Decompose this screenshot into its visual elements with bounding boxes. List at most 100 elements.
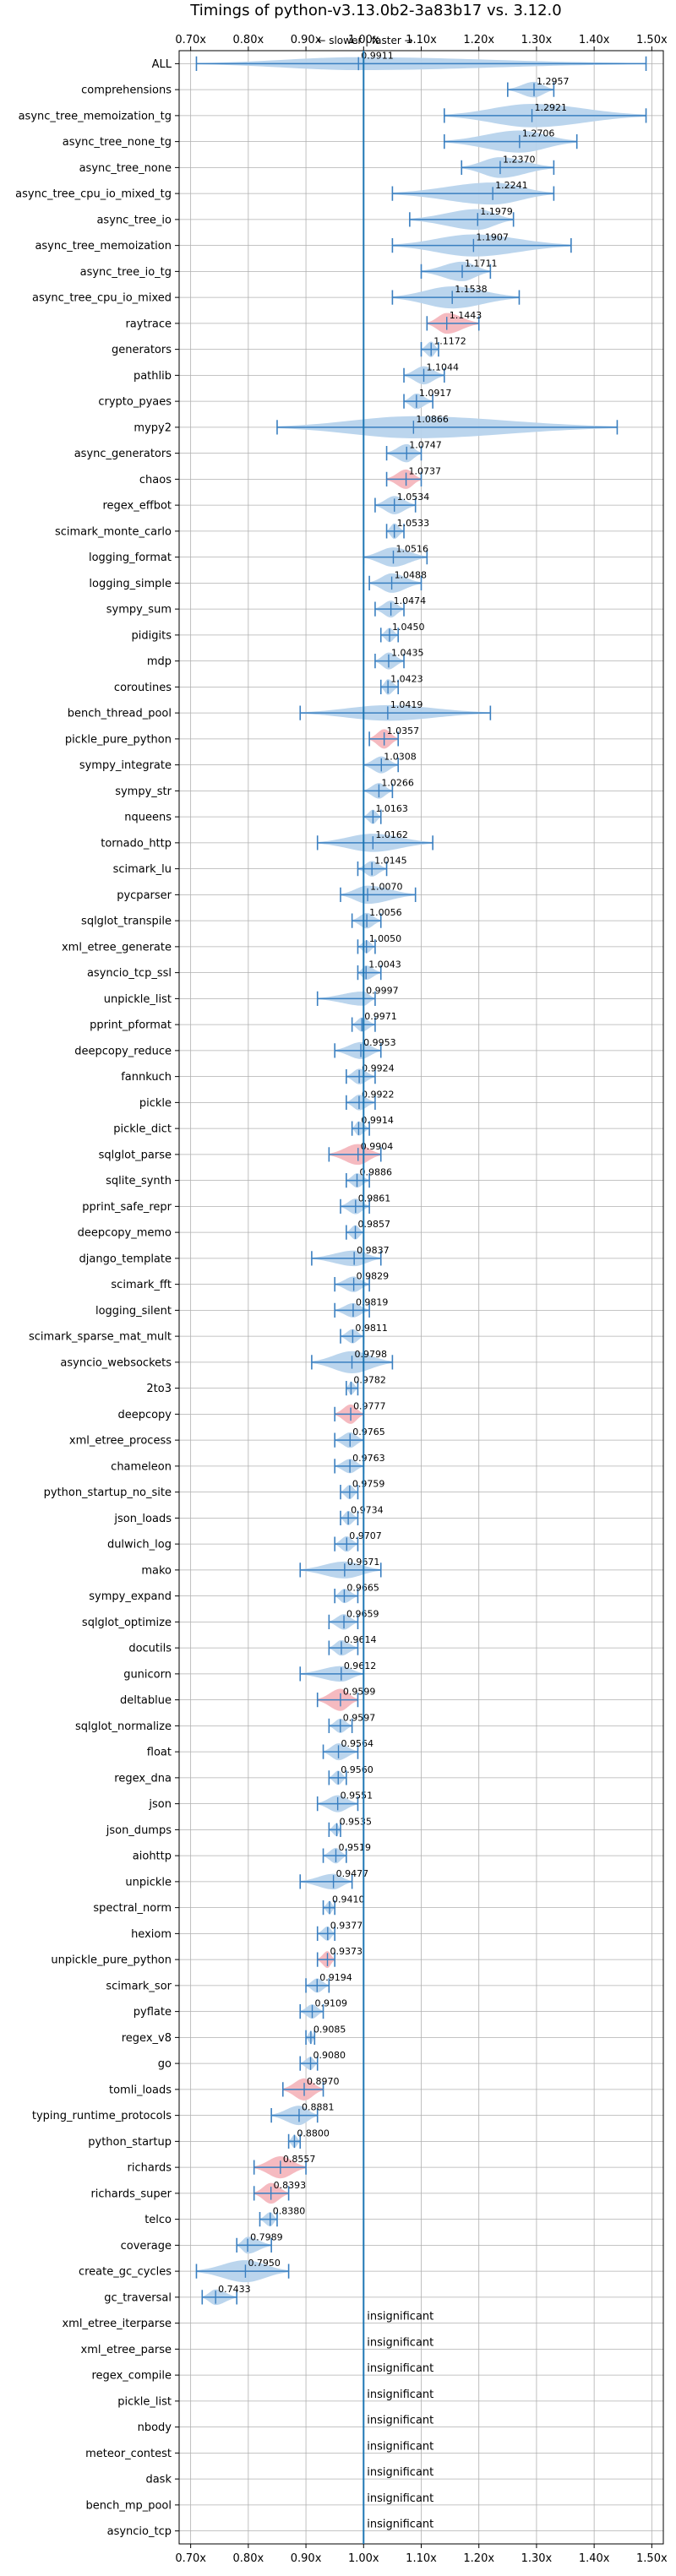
value-label: 0.9759 [352, 1479, 385, 1490]
violin-mark [346, 1095, 376, 1111]
value-label: 0.9861 [358, 1193, 391, 1204]
y-tick-label: dask [145, 2474, 172, 2486]
value-label: 0.9837 [357, 1245, 390, 1256]
y-tick-label: generators [112, 344, 172, 356]
value-label: 0.9564 [341, 1738, 374, 1749]
chart-title: Timings of python-v3.13.0b2-3a83b17 vs. … [189, 2, 561, 19]
value-label: 0.9560 [341, 1764, 373, 1775]
value-label: 0.9922 [362, 1089, 395, 1100]
x-tick-label-bottom: 1.10x [406, 2552, 437, 2565]
value-label: 0.8380 [273, 2206, 306, 2217]
value-label: 0.9707 [349, 1530, 382, 1541]
violin-mark [363, 809, 382, 824]
y-tick-label: logging_silent [95, 1305, 172, 1318]
y-tick-label: asyncio_websockets [60, 1356, 172, 1369]
value-label: 0.9763 [352, 1453, 385, 1464]
violin-mark [316, 1951, 335, 1969]
violin-mark [385, 443, 422, 463]
value-label: 1.0419 [390, 699, 423, 710]
violin-mark [316, 1926, 335, 1941]
violin-mark [253, 2156, 307, 2179]
x-tick-label-top: 0.80x [233, 34, 264, 46]
violin-mark [322, 1743, 359, 1761]
violin-mark [391, 286, 521, 309]
x-tick-label-top: 1.10x [406, 34, 437, 46]
x-tick-label-bottom: 1.30x [521, 2552, 553, 2565]
value-label: 1.0423 [390, 673, 423, 684]
value-label: 0.9597 [343, 1712, 376, 1723]
violin-mark [379, 628, 400, 643]
y-tick-label: deepcopy [117, 1409, 172, 1421]
y-tick-label: regex_dna [114, 1772, 172, 1785]
insignificant-label: insignificant [367, 2519, 433, 2531]
violin-mark [409, 209, 515, 231]
value-label: 0.9734 [351, 1504, 384, 1515]
violin-mark [340, 1198, 370, 1215]
y-tick-label: dulwich_log [107, 1539, 172, 1552]
x-tick-label-top: 0.70x [175, 34, 206, 46]
direction-note: ← slower | faster → [317, 35, 412, 46]
y-tick-label: regex_compile [91, 2370, 172, 2383]
value-label: 0.9612 [344, 1660, 377, 1671]
y-tick-label: sqlglot_optimize [82, 1617, 172, 1629]
value-label: 0.8881 [302, 2102, 335, 2113]
value-label: 0.9377 [330, 1920, 363, 1931]
y-tick-label: typing_runtime_protocols [32, 2110, 172, 2122]
y-tick-label: nbody [138, 2421, 172, 2434]
value-label: 1.1044 [427, 361, 460, 372]
y-tick-label: json [148, 1798, 172, 1811]
y-tick-label: sqlglot_normalize [75, 1720, 172, 1733]
value-label: 0.9953 [363, 1037, 396, 1048]
y-tick-label: xml_etree_process [69, 1435, 172, 1448]
y-tick-label: richards [128, 2162, 172, 2175]
x-tick-label-top: 1.20x [463, 34, 494, 46]
value-label: 1.0474 [394, 595, 427, 606]
value-label: 0.9971 [364, 1011, 397, 1022]
y-tick-label: async_tree_memoization_tg [19, 110, 172, 122]
value-label: 0.9477 [336, 1868, 369, 1879]
value-label: 0.9782 [353, 1375, 386, 1386]
value-label: 1.0737 [409, 465, 442, 476]
value-label: 0.9535 [340, 1816, 373, 1827]
value-label: 0.9194 [319, 1972, 352, 1983]
y-tick-label: regex_effbot [102, 500, 172, 513]
violin-mark [259, 2212, 278, 2227]
value-label: 0.8970 [307, 2076, 340, 2087]
violin-mark [299, 1561, 382, 1579]
y-tick-label: bench_thread_pool [68, 708, 172, 720]
value-label: 1.0145 [374, 856, 407, 867]
value-label: 0.8800 [297, 2128, 330, 2139]
y-tick-label: tornado_http [101, 837, 172, 850]
violin-mark [346, 1381, 359, 1396]
value-label: 0.9519 [338, 1842, 371, 1853]
y-tick-label: async_tree_cpu_io_mixed [32, 292, 172, 305]
value-label: 1.0516 [395, 544, 428, 555]
x-tick-label-top: 1.00x [348, 34, 379, 46]
y-tick-label: gunicorn [123, 1668, 172, 1681]
violin-mark [276, 416, 619, 438]
y-tick-label: xml_etree_generate [62, 941, 172, 954]
value-label: 0.9857 [358, 1219, 391, 1230]
y-tick-label: scimark_sor [106, 1980, 172, 1992]
y-tick-label: pyflate [134, 2006, 172, 2019]
y-tick-label: richards_super [90, 2187, 172, 2200]
value-label: 1.0450 [392, 622, 425, 633]
y-tick-label: tomli_loads [109, 2084, 172, 2096]
value-label: 0.9599 [343, 1687, 376, 1698]
value-label: 0.9911 [361, 50, 394, 61]
value-label: 0.9819 [356, 1296, 389, 1307]
value-label: 0.9798 [355, 1349, 388, 1360]
value-label: 1.0056 [369, 907, 402, 918]
y-tick-label: deltablue [120, 1694, 172, 1707]
y-tick-label: scimark_fft [111, 1279, 172, 1291]
y-tick-label: gc_traversal [104, 2291, 172, 2304]
value-label: 1.0488 [395, 569, 428, 580]
value-label: 0.9997 [366, 985, 399, 996]
y-tick-label: regex_v8 [122, 2032, 172, 2045]
y-tick-label: logging_simple [89, 578, 172, 590]
value-label: 0.9659 [346, 1608, 379, 1619]
y-tick-label: mako [141, 1564, 172, 1577]
y-tick-label: deepcopy_memo [78, 1227, 172, 1240]
violin-mark [328, 1718, 353, 1733]
